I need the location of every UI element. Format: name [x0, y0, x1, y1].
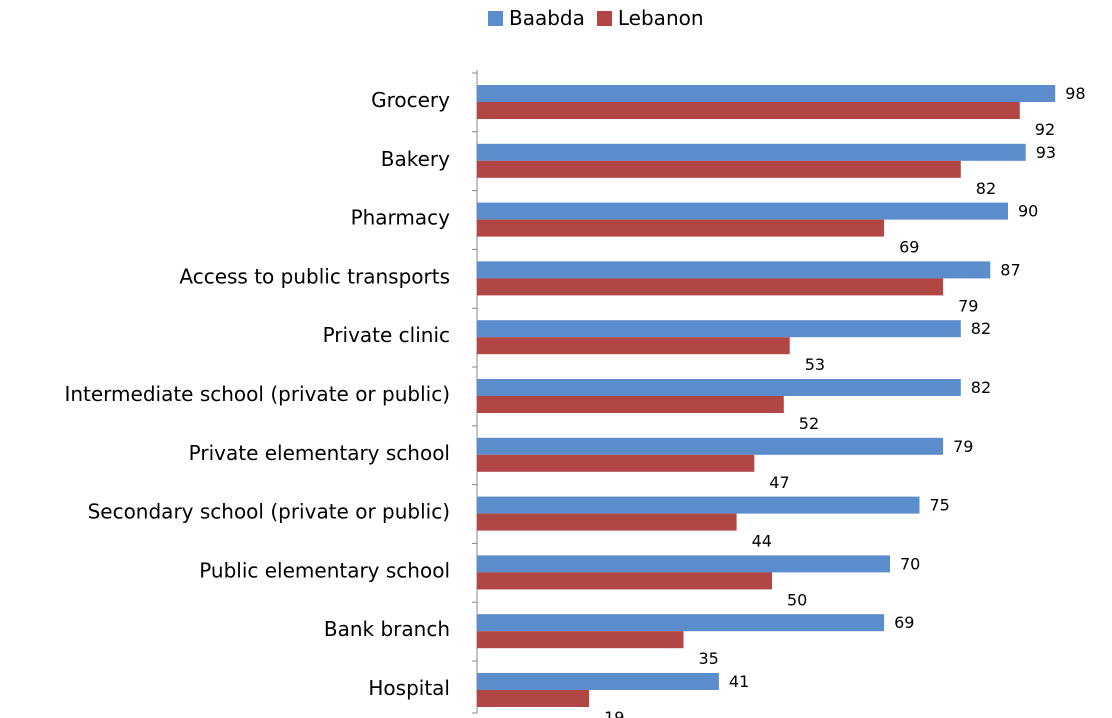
bar-lebanon — [477, 219, 885, 237]
data-label-lebanon: 53 — [805, 355, 825, 374]
bar-lebanon — [477, 690, 590, 707]
bar-lebanon — [477, 337, 790, 355]
data-label-lebanon: 19 — [604, 708, 624, 718]
data-label-lebanon: 69 — [899, 238, 919, 257]
data-label-baabda: 82 — [971, 319, 991, 338]
category-label: Public elementary school — [199, 558, 450, 582]
bar-baabda — [477, 261, 991, 279]
bar-baabda — [477, 555, 890, 573]
bar-lebanon — [477, 160, 961, 178]
bar-baabda — [477, 320, 961, 338]
category-label: Access to public transports — [179, 264, 450, 288]
bar-baabda — [477, 143, 1026, 161]
data-label-baabda: 82 — [971, 378, 991, 397]
data-label-baabda: 41 — [729, 672, 749, 691]
data-label-baabda: 98 — [1065, 84, 1085, 103]
data-label-baabda: 70 — [900, 554, 920, 573]
data-label-lebanon: 50 — [787, 590, 807, 609]
bar-baabda — [477, 202, 1008, 220]
legend-item-lebanon: Lebanon — [596, 6, 704, 30]
category-label: Grocery — [371, 88, 450, 112]
bar-lebanon — [477, 572, 772, 590]
bar-lebanon — [477, 631, 684, 649]
data-label-lebanon: 52 — [799, 414, 819, 433]
bar-baabda — [477, 496, 920, 514]
bar-lebanon — [477, 102, 1020, 119]
data-label-baabda: 69 — [894, 613, 914, 632]
bar-lebanon — [477, 278, 944, 296]
data-label-lebanon: 47 — [769, 473, 789, 492]
legend-swatch-baabda — [488, 10, 503, 26]
data-label-baabda: 79 — [953, 437, 973, 456]
category-label: Secondary school (private or public) — [88, 500, 450, 524]
category-label: Hospital — [368, 676, 450, 700]
data-label-lebanon: 79 — [958, 296, 978, 315]
legend: Baabda Lebanon — [488, 6, 716, 30]
bar-lebanon — [477, 513, 737, 531]
data-label-baabda: 90 — [1018, 202, 1038, 221]
data-label-lebanon: 92 — [1035, 120, 1055, 139]
category-label: Intermediate school (private or public) — [64, 382, 450, 406]
bar-baabda — [477, 85, 1056, 102]
bar-baabda — [477, 673, 719, 690]
category-label: Private elementary school — [189, 441, 450, 465]
legend-label-baabda: Baabda — [509, 6, 585, 30]
category-label: Pharmacy — [351, 206, 451, 230]
legend-label-lebanon: Lebanon — [617, 6, 704, 30]
bar-baabda — [477, 437, 944, 455]
data-label-lebanon: 44 — [752, 532, 772, 551]
data-label-baabda: 75 — [930, 496, 950, 515]
category-label: Private clinic — [323, 323, 450, 347]
data-label-baabda: 93 — [1036, 143, 1056, 162]
category-label: Bank branch — [324, 617, 450, 641]
data-label-lebanon: 82 — [976, 179, 996, 198]
category-label: Bakery — [381, 147, 450, 171]
data-label-baabda: 87 — [1000, 260, 1020, 279]
bar-baabda — [477, 614, 885, 632]
legend-item-baabda: Baabda — [488, 6, 585, 30]
bar-lebanon — [477, 396, 784, 413]
legend-swatch-lebanon — [596, 10, 612, 26]
bar-baabda — [477, 379, 961, 396]
data-label-lebanon: 35 — [699, 649, 719, 668]
bar-lebanon — [477, 454, 755, 472]
